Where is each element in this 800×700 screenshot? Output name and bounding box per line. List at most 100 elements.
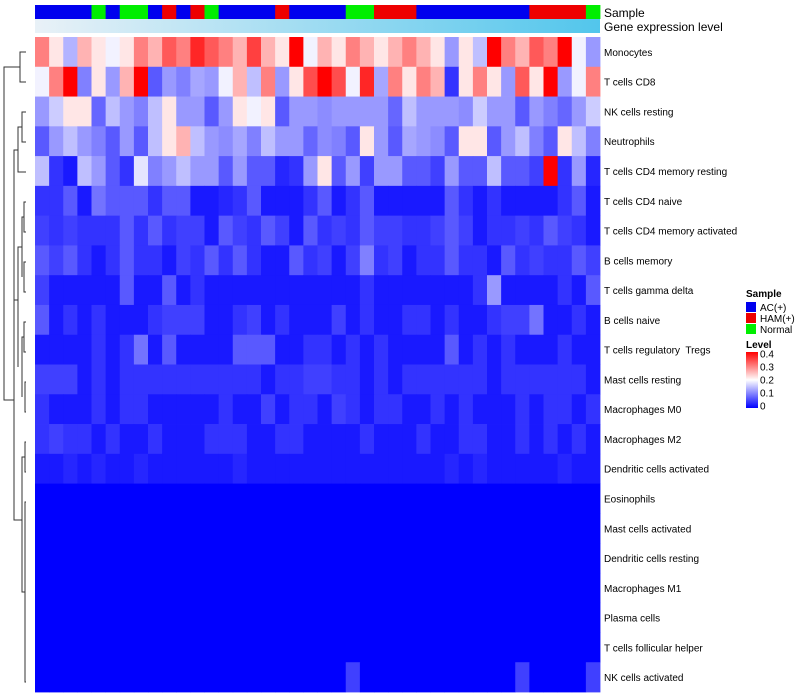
heatmap-cell	[289, 483, 304, 514]
heatmap-cell	[543, 364, 559, 395]
heatmap-cell	[261, 394, 276, 425]
heatmap-cell	[303, 185, 318, 217]
heatmap-cell	[275, 394, 290, 425]
heatmap-cell	[35, 453, 50, 484]
heatmap-cell	[232, 96, 248, 127]
heatmap-cell	[571, 394, 587, 425]
heatmap-cell	[119, 126, 135, 157]
heatmap-cell	[515, 126, 530, 157]
heatmap-cell	[501, 632, 516, 663]
heatmap-cell	[345, 156, 361, 187]
heatmap-cell	[402, 185, 417, 217]
heatmap-cell	[204, 304, 220, 336]
heatmap-cell	[49, 126, 64, 157]
heatmap-cell	[246, 156, 262, 187]
row-label: Mast cells resting	[604, 375, 681, 386]
heatmap-cell	[35, 66, 50, 97]
heatmap-cell	[77, 424, 92, 455]
heatmap-cell	[91, 96, 107, 127]
heatmap-cell	[487, 483, 502, 514]
heatmap-cell	[331, 96, 347, 127]
sample-strip-cell	[133, 5, 149, 19]
heatmap-cell	[317, 513, 333, 544]
legend-sample-swatch	[746, 324, 756, 334]
heatmap-cell	[444, 572, 460, 604]
heatmap-cell	[133, 394, 149, 425]
heatmap-cell	[444, 483, 460, 514]
heatmap-cell	[374, 543, 389, 574]
heatmap-cell	[49, 96, 64, 127]
heatmap-cell	[275, 66, 290, 97]
heatmap-cell	[218, 185, 234, 217]
heatmap-cell	[261, 543, 276, 574]
heatmap-cell	[374, 126, 389, 157]
heatmap-cell	[246, 424, 262, 455]
heatmap-cell	[246, 602, 262, 633]
heatmap-cell	[49, 66, 64, 97]
heatmap-cell	[49, 334, 64, 365]
heatmap-cell	[176, 513, 191, 544]
heatmap-cell	[487, 394, 502, 425]
heatmap-cell	[543, 126, 559, 157]
heatmap-cell	[416, 394, 431, 425]
heatmap-cell	[232, 275, 248, 306]
heatmap-cell	[105, 275, 121, 306]
heatmap-cell	[232, 602, 248, 633]
row-label: Dendritic cells activated	[604, 465, 709, 476]
heatmap-cell	[148, 364, 163, 395]
heatmap-cell	[317, 572, 333, 604]
heatmap-cell	[543, 185, 559, 217]
heatmap-cell	[458, 185, 474, 217]
heatmap-cell	[246, 662, 262, 693]
heatmap-cell	[557, 304, 573, 336]
heatmap-cell	[133, 364, 149, 395]
sample-strip-cell	[374, 5, 389, 19]
heatmap-cell	[218, 66, 234, 97]
heatmap-cell	[388, 96, 403, 127]
heatmap-cell	[91, 483, 107, 514]
heatmap-cell	[133, 126, 149, 157]
heatmap-cell	[303, 245, 318, 276]
sample-strip-cell	[35, 5, 50, 19]
heatmap-cell	[91, 156, 107, 187]
sample-strip-cell	[190, 5, 205, 19]
heatmap-cell	[148, 126, 163, 157]
heatmap-cell	[317, 424, 333, 455]
heatmap-cell	[444, 275, 460, 306]
heatmap-cell	[585, 632, 601, 663]
heatmap-cell	[345, 572, 361, 604]
heatmap-cell	[119, 245, 135, 276]
row-label: Macrophages M1	[604, 584, 682, 595]
heatmap-cell	[472, 304, 488, 336]
heatmap-cell	[444, 245, 460, 276]
heatmap-cell	[289, 185, 304, 217]
sample-strip-cell	[345, 5, 361, 19]
heatmap-cell	[529, 96, 544, 127]
heatmap-cell	[388, 334, 403, 365]
legend-sample-label: AC(+)	[760, 303, 786, 314]
heatmap-cell	[119, 394, 135, 425]
heatmap-cell	[487, 632, 502, 663]
heatmap-cell	[105, 543, 121, 574]
heatmap-cell	[402, 483, 417, 514]
heatmap-cell	[218, 126, 234, 157]
heatmap-cell	[162, 37, 177, 68]
heatmap-cell	[275, 424, 290, 455]
heatmap-cell	[261, 156, 276, 187]
heatmap-cell	[487, 453, 502, 484]
heatmap-cell	[458, 513, 474, 544]
heatmap-cell	[359, 185, 375, 217]
heatmap-cell	[388, 513, 403, 544]
heatmap-cell	[232, 424, 248, 455]
heatmap-cell	[557, 394, 573, 425]
heatmap-cell	[176, 572, 191, 604]
heatmap-cell	[402, 394, 417, 425]
heatmap-cell	[63, 334, 78, 365]
heatmap-cell	[275, 156, 290, 187]
heatmap-cell	[585, 96, 601, 127]
heatmap-cell	[289, 602, 304, 633]
heatmap-cell	[218, 483, 234, 514]
heatmap-cell	[585, 126, 601, 157]
heatmap-cell	[218, 572, 234, 604]
heatmap-cell	[162, 483, 177, 514]
